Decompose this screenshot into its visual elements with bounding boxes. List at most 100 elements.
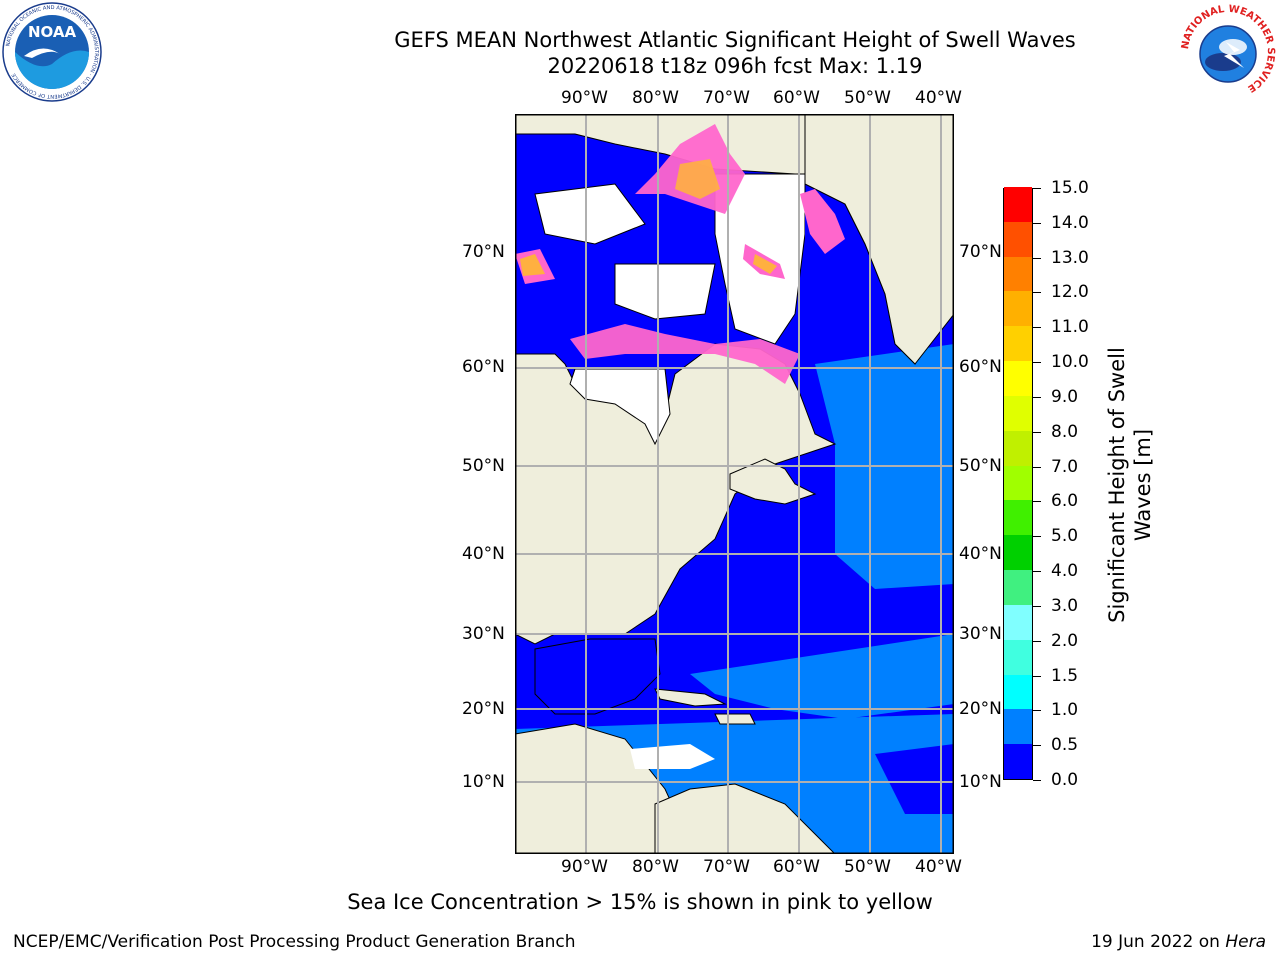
- land-newfoundland: [729, 458, 817, 505]
- footer-branch: NCEP/EMC/Verification Post Processing Pr…: [13, 932, 576, 952]
- colorbar-tick: [1033, 605, 1041, 607]
- lat-label-left-70n: 70°N: [462, 242, 505, 262]
- colorbar-level-label: 0.5: [1051, 735, 1079, 756]
- land-hispaniola: [714, 713, 756, 725]
- lon-label-top-60w: 60°W: [773, 88, 820, 108]
- colorbar-segment: [1004, 743, 1032, 779]
- colorbar-level-label: 7.0: [1051, 456, 1079, 477]
- swell-band-central: [690, 634, 954, 719]
- colorbar-level-label: 3.0: [1051, 595, 1079, 616]
- lon-label-bottom-70w: 70°W: [703, 857, 750, 877]
- nws-logo-icon: NATIONAL WEATHER SERVICE: [1178, 2, 1278, 102]
- lon-label-bottom-50w: 50°W: [844, 857, 891, 877]
- colorbar-segment: [1004, 290, 1032, 327]
- colorbar-segment: [1004, 639, 1032, 675]
- colorbar-tick: [1033, 327, 1041, 329]
- colorbar-segment: [1004, 325, 1032, 362]
- colorbar-tick: [1033, 431, 1041, 433]
- colorbar-tick: [1033, 362, 1041, 364]
- colorbar-level-label: 5.0: [1051, 526, 1079, 547]
- colorbar-tick: [1033, 222, 1041, 224]
- footer-date-text: 19 Jun 2022 on: [1091, 932, 1226, 952]
- colorbar-segment: [1004, 430, 1032, 466]
- colorbar-level-label: 13.0: [1051, 247, 1089, 268]
- footer-date: 19 Jun 2022 on Hera: [1091, 932, 1266, 952]
- colorbar-level-label: 11.0: [1051, 317, 1089, 338]
- colorbar-level-label: 6.0: [1051, 491, 1079, 512]
- colorbar-level-label: 8.0: [1051, 421, 1079, 442]
- lat-label-left-60n: 60°N: [462, 357, 505, 377]
- colorbar-segment: [1004, 604, 1032, 640]
- lat-label-right-10n: 10°N: [959, 772, 1002, 792]
- colorbar-tick: [1033, 780, 1041, 781]
- lat-label-right-20n: 20°N: [959, 699, 1002, 719]
- sea-ice-note: Sea Ice Concentration > 15% is shown in …: [347, 890, 933, 914]
- noaa-logo-icon: NOAA NATIONAL OCEANIC AND ATMOSPHERIC AD…: [2, 2, 102, 102]
- colorbar-tick: [1033, 466, 1041, 468]
- caribbean-missing: [630, 744, 715, 769]
- colorbar-segment: [1004, 186, 1032, 222]
- colorbar: [1003, 186, 1033, 780]
- sea-ice-west-thick: [520, 254, 545, 276]
- sea-ice-hudson-bay: [570, 324, 800, 384]
- lat-label-left-40n: 40°N: [462, 544, 505, 564]
- lon-label-top-50w: 50°W: [844, 88, 891, 108]
- graticule: [515, 114, 954, 854]
- colorbar-tick: [1033, 501, 1041, 503]
- colorbar-level-label: 10.0: [1051, 352, 1089, 373]
- hudson-bay: [569, 368, 671, 446]
- map-svg: [514, 113, 955, 855]
- colorbar-tick: [1033, 536, 1041, 538]
- gulf-of-mexico: [534, 638, 661, 715]
- colorbar-tick: [1033, 640, 1041, 642]
- lon-label-top-90w: 90°W: [561, 88, 608, 108]
- map-plot-area: [514, 113, 955, 855]
- lat-label-right-60n: 60°N: [959, 357, 1002, 377]
- lon-label-top-40w: 40°W: [915, 88, 962, 108]
- colorbar-segment: [1004, 395, 1032, 431]
- colorbar-segment: [1004, 534, 1032, 571]
- sea-ice-hudson-strait-thick: [753, 254, 777, 274]
- colorbar-title: Significant Height of Swell Waves [m]: [1104, 325, 1156, 645]
- colorbar-level-label: 0.0: [1051, 770, 1079, 790]
- colorbar-title-line1: Significant Height of Swell: [1105, 347, 1129, 623]
- lat-label-right-30n: 30°N: [959, 624, 1002, 644]
- lon-label-top-80w: 80°W: [632, 88, 679, 108]
- lon-label-bottom-60w: 60°W: [773, 857, 820, 877]
- land-south-america: [654, 783, 837, 855]
- lon-label-bottom-40w: 40°W: [915, 857, 962, 877]
- lat-label-right-70n: 70°N: [959, 242, 1002, 262]
- map-border: [514, 113, 955, 855]
- lat-label-left-20n: 20°N: [462, 699, 505, 719]
- lat-label-left-50n: 50°N: [462, 456, 505, 476]
- colorbar-tick: [1033, 188, 1041, 189]
- footer-host: Hera: [1225, 932, 1266, 952]
- colorbar-title-line2: Waves [m]: [1131, 428, 1155, 542]
- colorbar-segment: [1004, 221, 1032, 257]
- lat-label-left-10n: 10°N: [462, 772, 505, 792]
- colorbar-level-label: 2.0: [1051, 630, 1079, 651]
- land-cuba: [654, 688, 727, 707]
- colorbar-level-label: 14.0: [1051, 212, 1089, 233]
- arctic-channel-white: [534, 183, 646, 245]
- lat-label-right-50n: 50°N: [959, 456, 1002, 476]
- lat-label-left-30n: 30°N: [462, 624, 505, 644]
- colorbar-segment: [1004, 499, 1032, 536]
- colorbar-level-label: 12.0: [1051, 282, 1089, 303]
- colorbar-level-label: 15.0: [1051, 178, 1089, 198]
- labrador-sea-strip: [785, 204, 825, 364]
- lon-label-top-70w: 70°W: [703, 88, 750, 108]
- colorbar-segment: [1004, 674, 1032, 710]
- lon-label-bottom-90w: 90°W: [561, 857, 608, 877]
- svg-text:NOAA: NOAA: [28, 23, 77, 41]
- lat-label-right-40n: 40°N: [959, 544, 1002, 564]
- colorbar-tick: [1033, 745, 1041, 747]
- colorbar-segment: [1004, 360, 1032, 396]
- swell-band-low: [875, 744, 954, 814]
- colorbar-tick: [1033, 292, 1041, 294]
- lon-label-bottom-80w: 80°W: [632, 857, 679, 877]
- sea-ice-greenland-coast: [800, 189, 845, 254]
- colorbar-segment: [1004, 708, 1032, 745]
- sea-ice-baffin-thick: [675, 159, 720, 199]
- colorbar-segment: [1004, 256, 1032, 292]
